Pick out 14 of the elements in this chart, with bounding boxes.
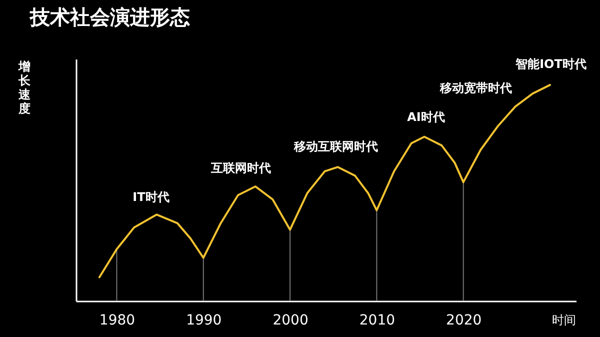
x-tick-label: 1980 [99,312,136,328]
x-tick-label: 2000 [272,312,308,328]
x-axis-title: 时间 [552,313,576,327]
annotation: IT时代 [132,190,170,204]
x-tick-label: 2020 [446,312,482,328]
x-tick-label: 1990 [186,312,222,328]
annotation: 互联网时代 [210,161,271,176]
y-axis-title: 增长速度 [18,60,32,116]
annotation: 移动互联网时代 [293,139,378,154]
text: 智能IOT时代 [514,57,586,71]
x-tick-label: 2010 [359,312,396,328]
annotation: 移动宽带时代 [439,81,512,96]
annotation: AI时代 [407,110,445,124]
chart-title: 技术社会演进形态 [29,5,190,29]
